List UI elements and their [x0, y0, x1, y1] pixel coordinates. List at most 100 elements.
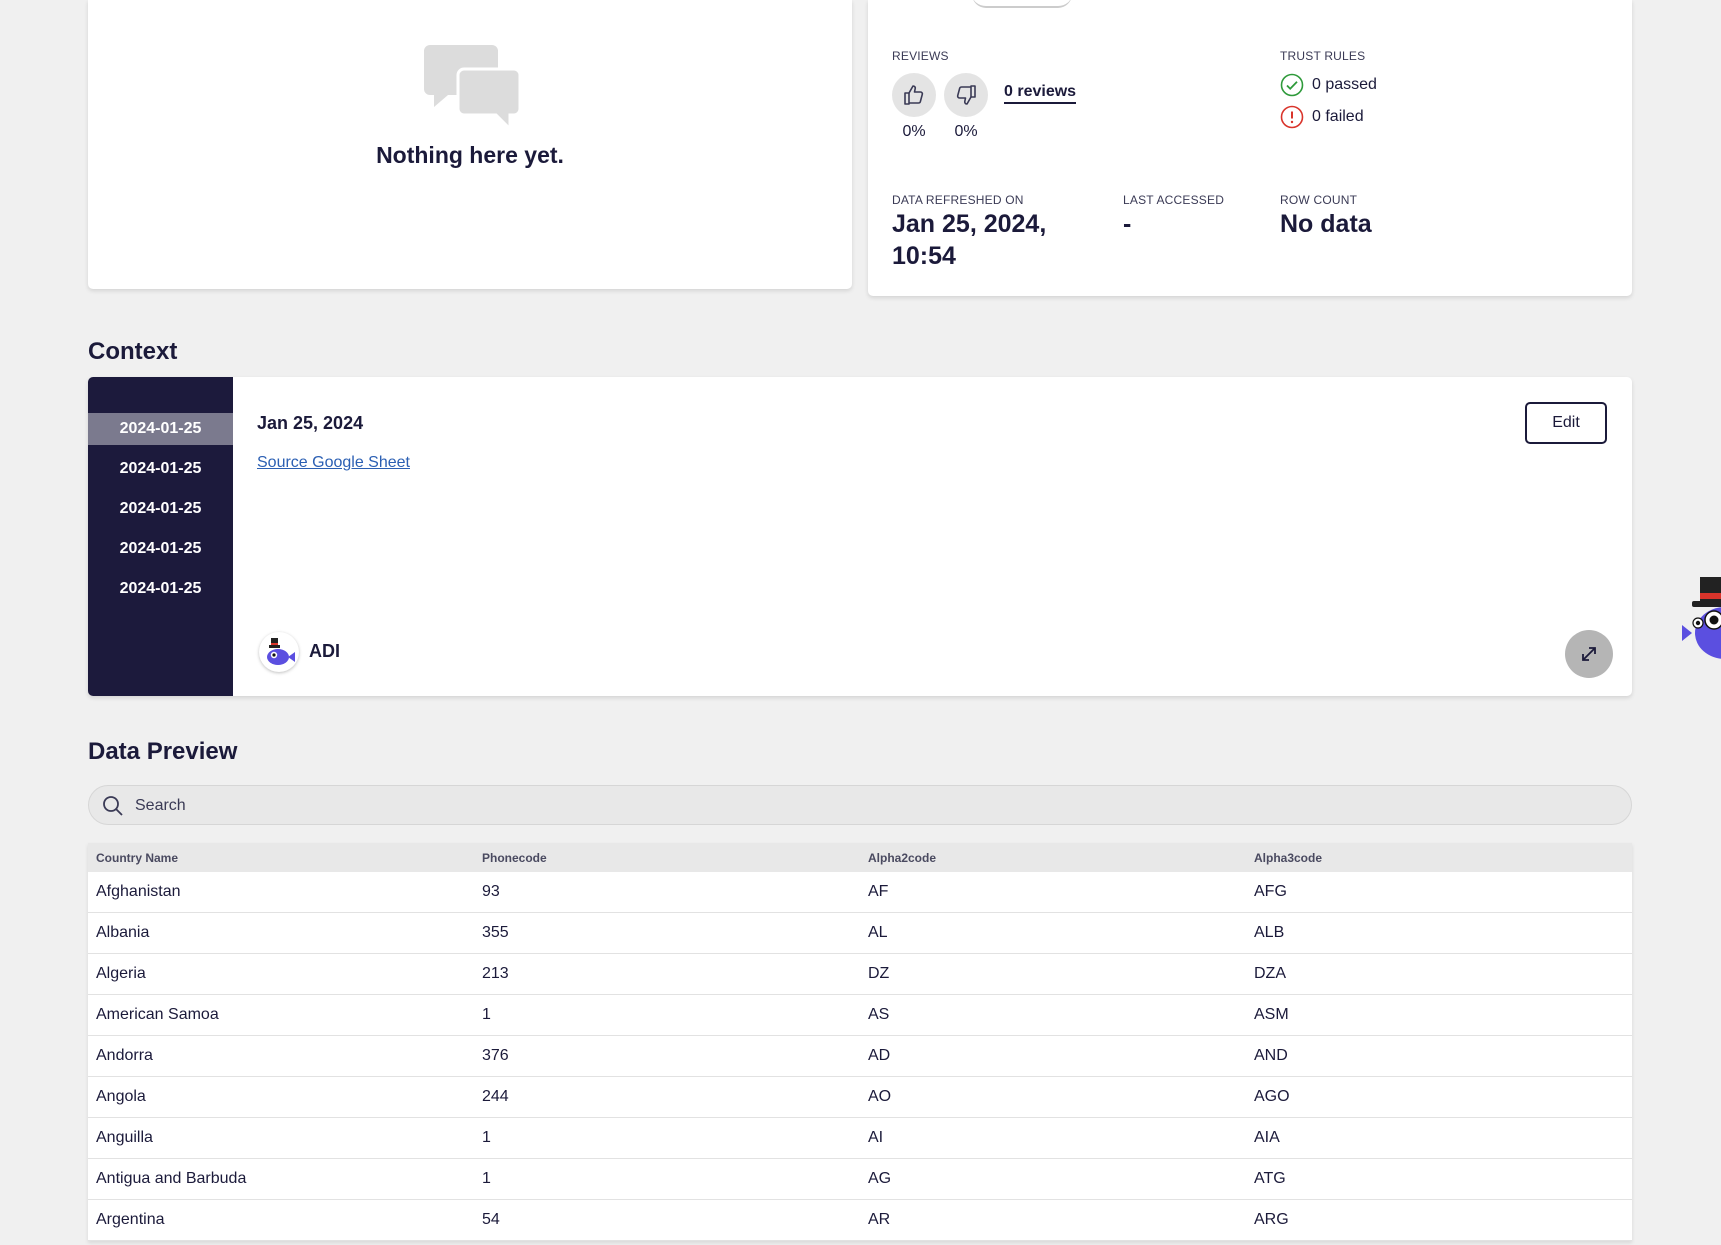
table-row: Andorra 376 AD AND	[88, 1035, 1632, 1077]
discussion-card: Nothing here yet.	[88, 0, 852, 289]
table-cell: ARG	[1246, 1199, 1632, 1241]
thumbs-up-button[interactable]	[892, 73, 936, 117]
avatar	[259, 632, 299, 672]
rules-failed: 0 failed	[1280, 105, 1364, 129]
row-count-label: ROW COUNT	[1280, 193, 1358, 207]
table-cell: ATG	[1246, 1158, 1632, 1200]
table-cell: 213	[474, 953, 860, 995]
date-nav-item[interactable]: 2024-01-25	[119, 460, 202, 477]
table-header-row: Country Name Phonecode Alpha2code Alpha3…	[88, 843, 1632, 872]
fish-mascot-icon	[267, 638, 295, 665]
table-cell: AND	[1246, 1035, 1632, 1077]
table-cell: DZA	[1246, 953, 1632, 995]
table-cell: AFG	[1246, 872, 1632, 913]
rules-passed-text: 0 passed	[1312, 76, 1377, 93]
date-nav-item[interactable]: 2024-01-25	[119, 540, 202, 557]
table-cell: 1	[474, 1117, 860, 1159]
date-nav-item[interactable]: 2024-01-25	[119, 580, 202, 597]
table-cell: AIA	[1246, 1117, 1632, 1159]
table-cell: 93	[474, 872, 860, 913]
table-cell: Antigua and Barbuda	[88, 1158, 474, 1200]
empty-state-text: Nothing here yet.	[376, 142, 564, 168]
last-accessed-value: -	[1123, 210, 1132, 238]
expand-button[interactable]	[1565, 630, 1613, 678]
table-cell: Angola	[88, 1076, 474, 1118]
table-cell: AG	[860, 1158, 1246, 1200]
check-circle-icon	[1280, 73, 1304, 97]
table-cell: 244	[474, 1076, 860, 1118]
table-cell: AR	[860, 1199, 1246, 1241]
source-google-sheet-link[interactable]: Source Google Sheet	[257, 454, 410, 471]
column-header[interactable]: Alpha3code	[1246, 843, 1632, 872]
table-cell: AF	[860, 872, 1246, 913]
data-preview-table: Country Name Phonecode Alpha2code Alpha3…	[88, 843, 1632, 1241]
reviews-link[interactable]: 0 reviews	[1004, 83, 1077, 104]
table-row: American Samoa 1 AS ASM	[88, 994, 1632, 1036]
fish-mascot-icon[interactable]	[1680, 573, 1721, 663]
row-count-value: No data	[1280, 210, 1372, 238]
chat-bubbles-icon	[424, 45, 520, 131]
refreshed-time: 10:54	[892, 242, 956, 270]
data-preview-title: Data Preview	[88, 738, 238, 765]
context-title: Context	[88, 338, 178, 365]
table-cell: AL	[860, 912, 1246, 954]
table-cell: Andorra	[88, 1035, 474, 1077]
context-entry-date: Jan 25, 2024	[257, 413, 364, 433]
thumbs-up-icon	[904, 85, 924, 105]
table-cell: ASM	[1246, 994, 1632, 1036]
thumbs-down-button[interactable]	[944, 73, 988, 117]
reviews-label: REVIEWS	[892, 49, 949, 63]
search-box	[88, 785, 1632, 826]
table-cell: AGO	[1246, 1076, 1632, 1118]
thumbs-down-percent: 0%	[954, 123, 978, 140]
table-cell: AD	[860, 1035, 1246, 1077]
date-nav-item[interactable]: 2024-01-25	[119, 500, 202, 517]
table-cell: AS	[860, 994, 1246, 1036]
column-header[interactable]: Phonecode	[474, 843, 860, 872]
column-header[interactable]: Alpha2code	[860, 843, 1246, 872]
column-header[interactable]: Country Name	[88, 843, 474, 872]
table-cell: Afghanistan	[88, 872, 474, 913]
table-cell: 54	[474, 1199, 860, 1241]
refreshed-date: Jan 25, 2024,	[892, 210, 1047, 238]
search-icon	[103, 796, 123, 816]
table-row: Anguilla 1 AI AIA	[88, 1117, 1632, 1159]
table-row: Angola 244 AO AGO	[88, 1076, 1632, 1118]
table-cell: 376	[474, 1035, 860, 1077]
table-cell: Anguilla	[88, 1117, 474, 1159]
context-date-nav: 2024-01-25 2024-01-25 2024-01-25 2024-01…	[88, 377, 233, 696]
trust-rules-label: TRUST RULES	[1280, 49, 1366, 63]
table-cell: 1	[474, 1158, 860, 1200]
refreshed-value: Jan 25, 2024, 10:54	[892, 208, 1046, 272]
table-row: Antigua and Barbuda 1 AG ATG	[88, 1158, 1632, 1200]
rules-passed: 0 passed	[1280, 73, 1377, 97]
chart-arc	[972, 0, 1072, 8]
table-cell: 355	[474, 912, 860, 954]
thumbs-up-percent: 0%	[902, 123, 926, 140]
search-input[interactable]	[133, 786, 1617, 826]
date-nav-item[interactable]: 2024-01-25	[88, 413, 233, 445]
expand-icon	[1582, 647, 1596, 661]
table-row: Argentina 54 AR ARG	[88, 1199, 1632, 1241]
table-cell: Algeria	[88, 953, 474, 995]
table-row: Algeria 213 DZ DZA	[88, 953, 1632, 995]
table-cell: AI	[860, 1117, 1246, 1159]
alert-circle-icon	[1280, 105, 1304, 129]
table-row: Afghanistan 93 AF AFG	[88, 872, 1632, 913]
thumbs-down-icon	[956, 85, 976, 105]
table-cell: Albania	[88, 912, 474, 954]
rules-failed-text: 0 failed	[1312, 108, 1364, 125]
last-accessed-label: LAST ACCESSED	[1123, 193, 1225, 207]
refreshed-label: DATA REFRESHED ON	[892, 193, 1024, 207]
table-cell: ALB	[1246, 912, 1632, 954]
stats-card: REVIEWS 0% 0% 0 reviews TRUST RULES 0 pa…	[868, 0, 1632, 296]
table-row: Albania 355 AL ALB	[88, 912, 1632, 954]
edit-button[interactable]: Edit	[1525, 402, 1607, 444]
context-card: 2024-01-25 2024-01-25 2024-01-25 2024-01…	[88, 377, 1632, 696]
table-cell: 1	[474, 994, 860, 1036]
table-cell: American Samoa	[88, 994, 474, 1036]
table-cell: Argentina	[88, 1199, 474, 1241]
table-cell: AO	[860, 1076, 1246, 1118]
author-name: ADI	[309, 641, 340, 661]
table-cell: DZ	[860, 953, 1246, 995]
